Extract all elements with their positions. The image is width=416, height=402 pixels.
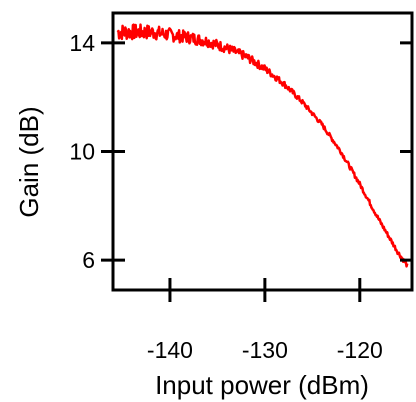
y-tick-label: 6 [82, 247, 95, 273]
x-axis-title: Input power (dBm) [155, 370, 369, 400]
tick-layer: -140 -130 -120 6 10 14 [69, 30, 412, 363]
y-tick-label: 10 [69, 139, 95, 165]
data-layer [116, 23, 409, 268]
x-tick-label: -130 [242, 337, 288, 363]
plot-frame [111, 11, 414, 292]
x-tick-label: -140 [147, 337, 193, 363]
gain-series-line [116, 23, 409, 268]
y-tick-label: 14 [69, 30, 95, 56]
y-axis-title: Gain (dB) [14, 106, 44, 217]
x-tick-label: -120 [337, 337, 383, 363]
